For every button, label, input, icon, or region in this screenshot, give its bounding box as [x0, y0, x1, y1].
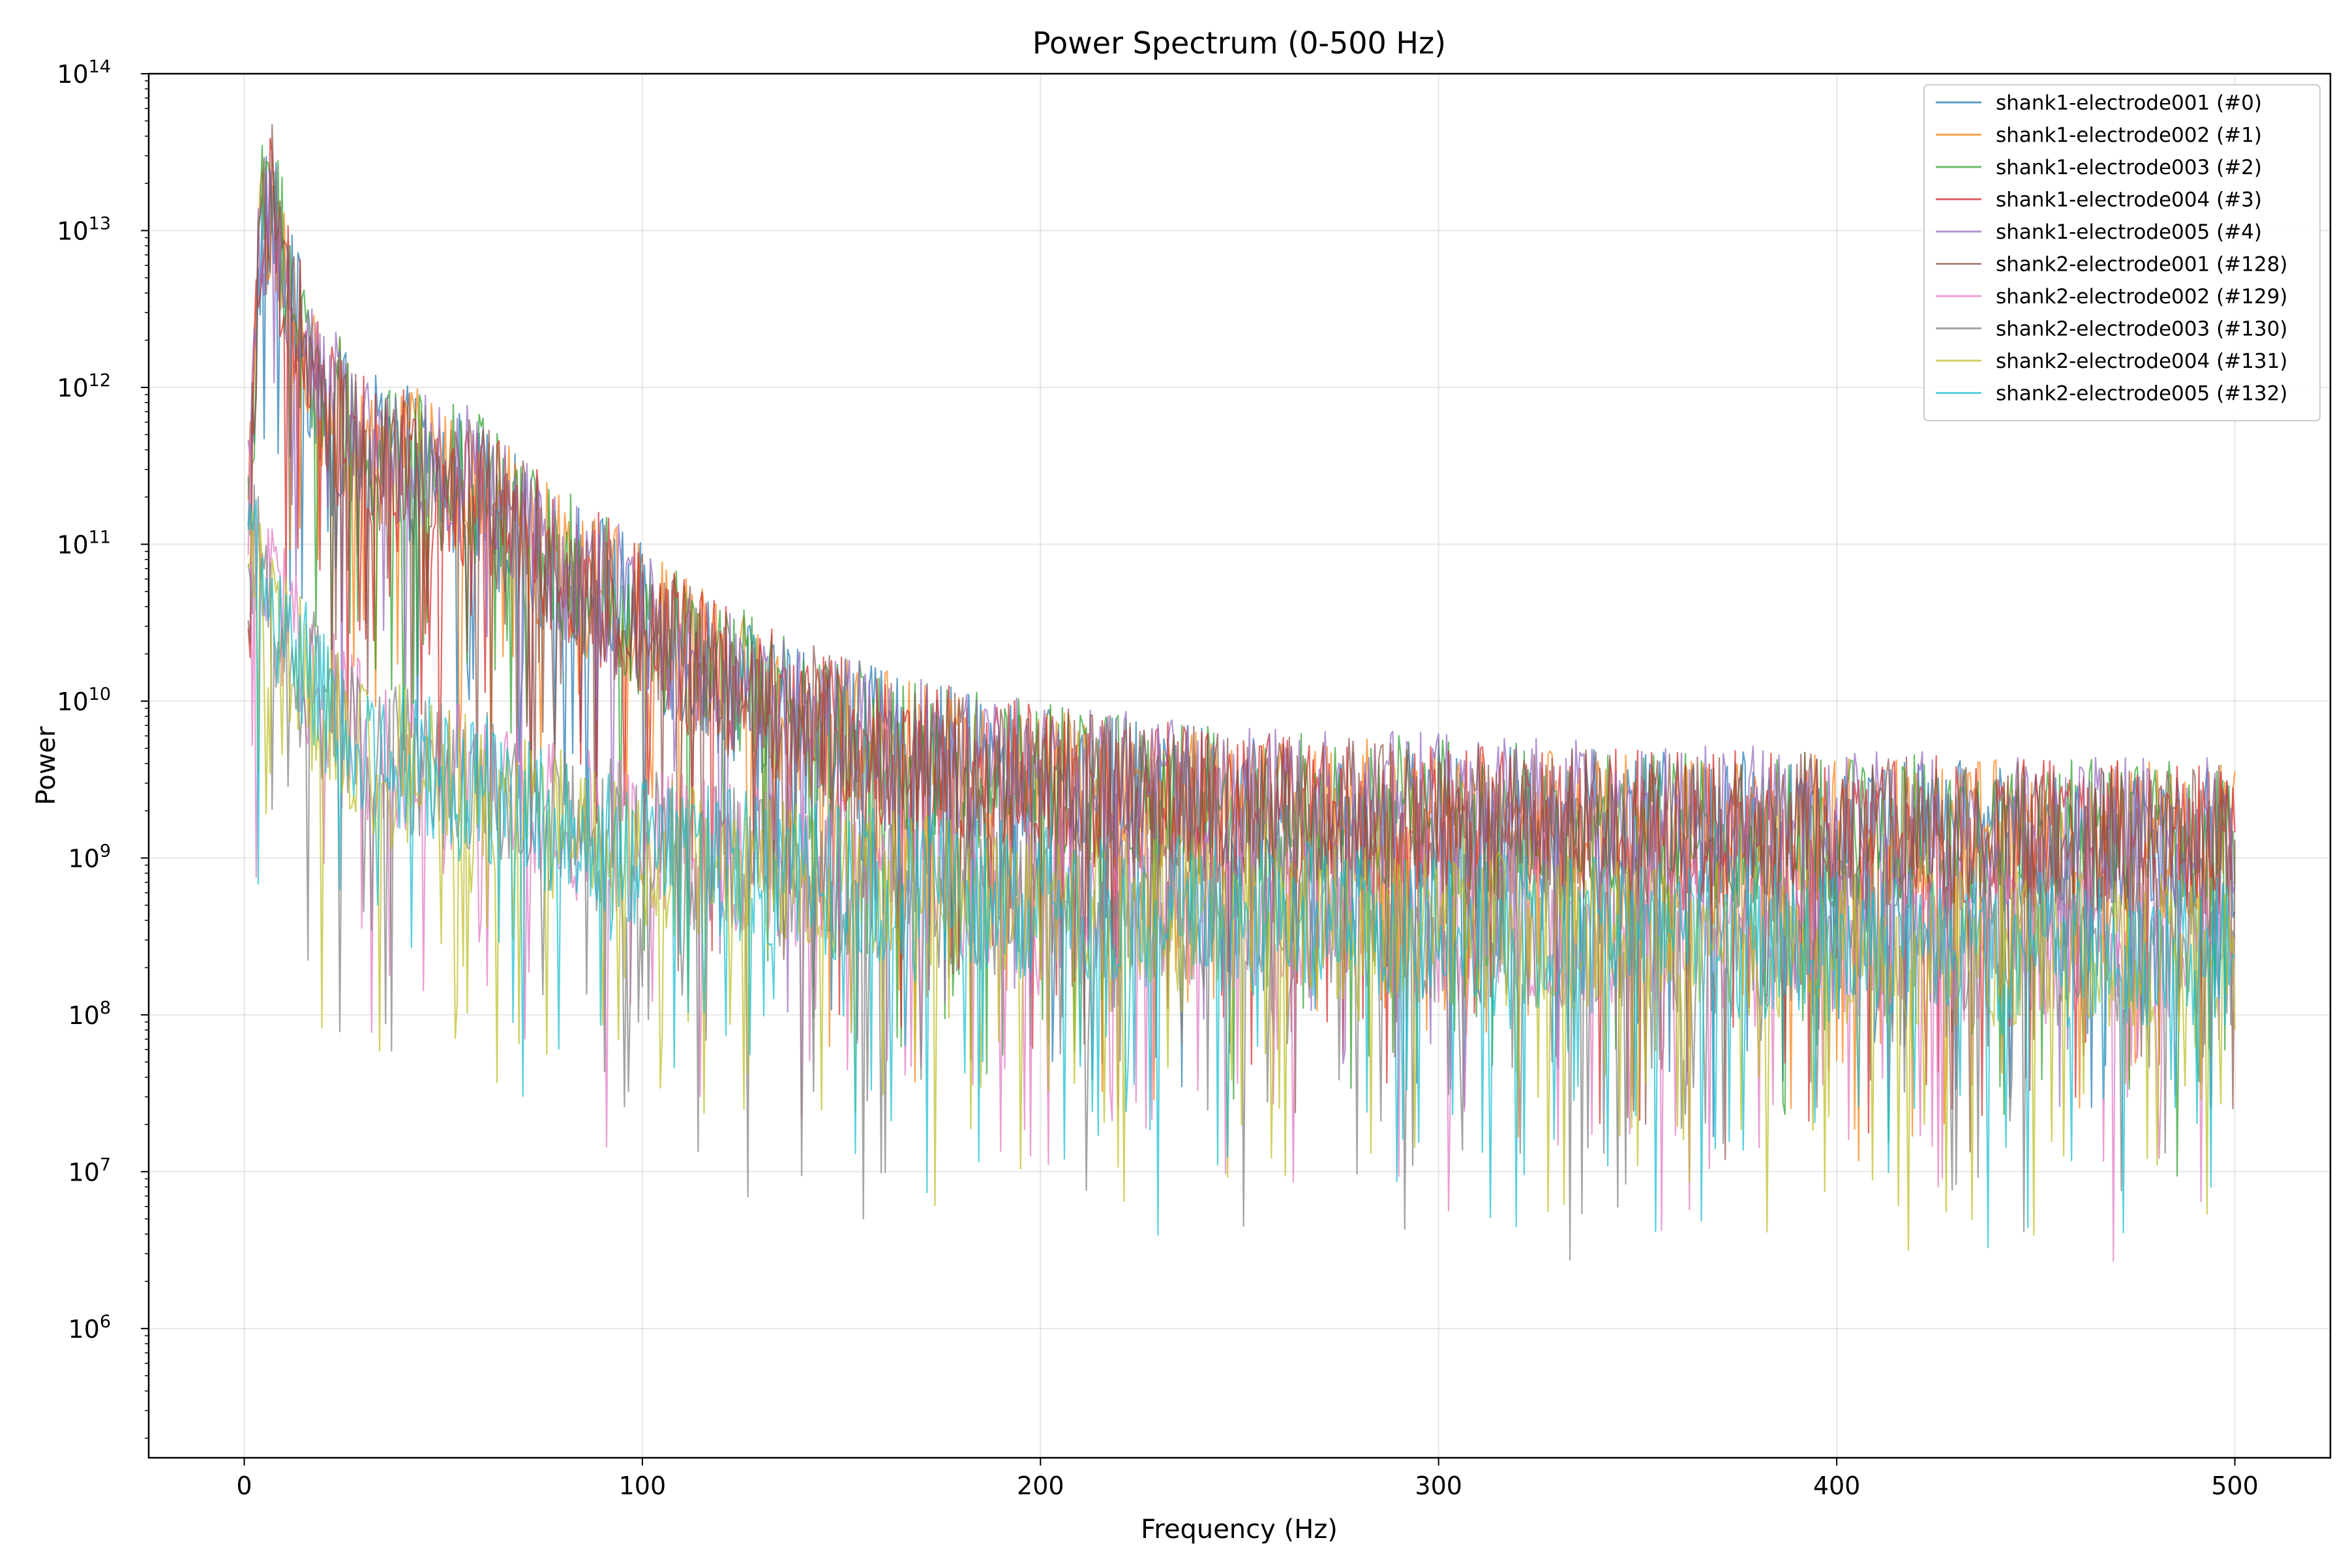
y-tick-exponent: 8 — [100, 998, 111, 1018]
y-tick-label: 109 — [68, 841, 111, 873]
legend-label: shank2-electrode003 (#130) — [1996, 318, 2287, 341]
legend-label: shank1-electrode004 (#3) — [1996, 188, 2262, 212]
y-tick-label: 1013 — [57, 213, 111, 245]
legend-label: shank2-electrode005 (#132) — [1996, 382, 2287, 406]
y-tick-label: 107 — [68, 1154, 111, 1186]
y-tick-label: 108 — [68, 998, 111, 1030]
y-tick-base: 10 — [57, 60, 88, 89]
legend-label: shank2-electrode001 (#128) — [1996, 253, 2287, 277]
legend-label: shank1-electrode002 (#1) — [1996, 124, 2262, 147]
y-tick-label: 1012 — [57, 370, 111, 402]
x-tick-label: 300 — [1415, 1471, 1462, 1500]
y-tick-base: 10 — [57, 687, 88, 716]
y-tick-exponent: 9 — [100, 841, 111, 861]
series-lines — [247, 124, 2236, 1262]
x-tick-label: 200 — [1017, 1471, 1064, 1500]
series-line — [247, 499, 2235, 1248]
legend-label: shank2-electrode004 (#131) — [1996, 350, 2287, 373]
legend-label: shank1-electrode001 (#0) — [1996, 91, 2262, 115]
x-tick-label: 100 — [619, 1471, 667, 1500]
x-tick-label: 500 — [2211, 1471, 2259, 1500]
y-axis-label: Power — [31, 726, 61, 805]
y-tick-label: 1014 — [57, 57, 111, 89]
legend-label: shank2-electrode002 (#129) — [1996, 285, 2287, 309]
y-tick-exponent: 13 — [89, 213, 111, 234]
y-tick-exponent: 7 — [100, 1154, 111, 1175]
series-line — [247, 510, 2236, 1251]
x-axis-ticks: 0 100 200 300 400 500 — [236, 1458, 2259, 1500]
y-tick-exponent: 10 — [89, 684, 111, 704]
chart-title: Power Spectrum (0-500 Hz) — [1032, 25, 1446, 61]
x-axis-label: Frequency (Hz) — [1141, 1515, 1338, 1545]
y-tick-base: 10 — [68, 1001, 99, 1030]
y-tick-base: 10 — [68, 1158, 99, 1186]
y-tick-base: 10 — [68, 844, 99, 873]
plot-frame — [147, 72, 2332, 1459]
y-tick-label: 106 — [68, 1312, 111, 1344]
legend: shank1-electrode001 (#0) shank1-electrode… — [1923, 84, 2321, 421]
y-tick-base: 10 — [57, 217, 88, 245]
y-tick-exponent: 11 — [89, 527, 111, 547]
y-tick-exponent: 12 — [89, 370, 111, 391]
y-tick-base: 10 — [57, 530, 88, 559]
y-tick-exponent: 6 — [100, 1312, 111, 1332]
y-tick-exponent: 14 — [89, 57, 111, 77]
y-tick-label: 1010 — [57, 684, 111, 716]
legend-label: shank1-electrode005 (#4) — [1996, 220, 2262, 244]
x-tick-label: 400 — [1813, 1471, 1861, 1500]
y-tick-label: 1011 — [57, 527, 111, 559]
y-tick-base: 10 — [57, 374, 88, 402]
legend-box — [1923, 84, 2321, 421]
legend-label: shank1-electrode003 (#2) — [1996, 156, 2262, 179]
x-tick-label: 0 — [236, 1471, 252, 1500]
y-tick-base: 10 — [68, 1315, 99, 1344]
